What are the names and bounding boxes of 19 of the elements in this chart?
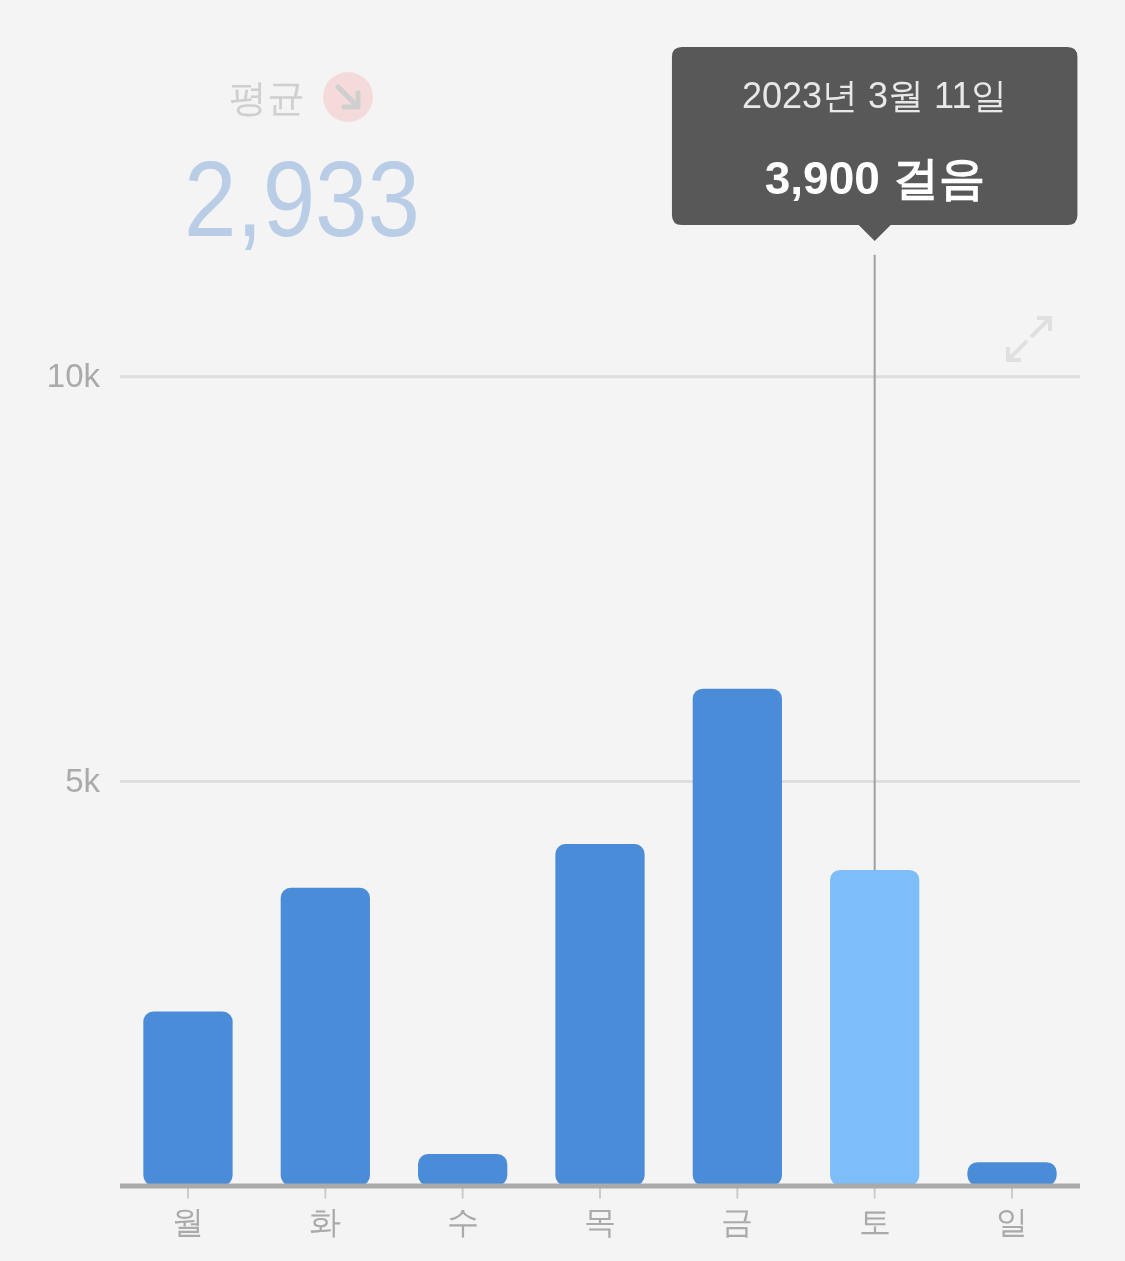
bar <box>967 1162 1057 1186</box>
annotation: 3,900 걸음 <box>764 152 985 204</box>
chart-subtitle: 2,933 <box>184 138 455 259</box>
y-tick-label: 5k <box>65 761 101 799</box>
x-tick-label: 일 <box>996 1204 1029 1241</box>
bar <box>280 887 370 1186</box>
x-tick-label: 월 <box>171 1204 204 1241</box>
x-tick-label: 금 <box>721 1204 754 1241</box>
x-tick-label: 화 <box>309 1204 342 1241</box>
x-tick-label: 수 <box>446 1204 479 1241</box>
y-tick-label: 10k <box>46 357 101 395</box>
bar <box>830 869 920 1186</box>
text: 2023년 3월 11일 <box>741 75 1008 116</box>
bar <box>555 844 645 1186</box>
bar <box>418 1154 508 1186</box>
x-tick-label: 토 <box>858 1204 891 1241</box>
bar <box>692 688 782 1186</box>
x-tick-label: 목 <box>584 1204 616 1241</box>
bar <box>143 1011 233 1186</box>
